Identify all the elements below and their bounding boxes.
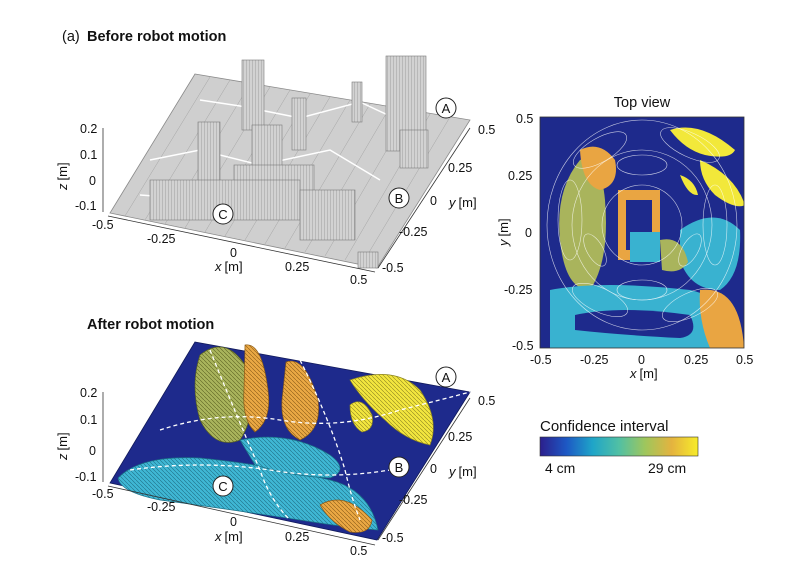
top-view-y-tick-3: -0.25 xyxy=(504,283,533,297)
before-z-unit: [m] xyxy=(55,162,70,180)
colorbar-max-label: 29 cm xyxy=(648,460,686,476)
after-y-tick-3: -0.25 xyxy=(399,493,428,507)
before-marker-b-label: B xyxy=(395,191,404,206)
after-panel: After robot motion 0.2 0.1 0 -0.1 xyxy=(55,317,495,558)
after-z-tick-1: 0.1 xyxy=(80,413,97,427)
before-marker-c-label: C xyxy=(218,207,227,222)
after-marker-c: C xyxy=(212,475,234,497)
top-view-y-tick-2: 0 xyxy=(525,226,532,240)
before-y-tick-1: 0.25 xyxy=(448,161,472,175)
top-view-panel: Top view xyxy=(496,95,753,381)
top-view-x-unit: [m] xyxy=(640,366,658,381)
after-x-axis: -0.5 -0.25 0 0.25 0.5 x [m] xyxy=(92,485,376,558)
top-view-y-tick-1: 0.25 xyxy=(508,169,532,183)
top-view-y-unit: [m] xyxy=(496,218,511,236)
before-y-axis: 0.5 0.25 0 -0.25 -0.5 y [m] xyxy=(377,123,495,275)
after-marker-b: B xyxy=(388,456,410,478)
top-view-y-tick-4: -0.5 xyxy=(512,339,534,353)
after-y-tick-0: 0.5 xyxy=(478,394,495,408)
after-x-tick-4: 0.5 xyxy=(350,544,367,558)
before-obstacles xyxy=(149,55,429,269)
before-z-tick-2: 0 xyxy=(89,174,96,188)
after-marker-a: A xyxy=(435,366,457,388)
colorbar-min-label: 4 cm xyxy=(545,460,575,476)
top-view-x-tick-1: -0.25 xyxy=(580,353,609,367)
svg-text:z[m]: z [m] xyxy=(55,162,70,191)
before-z-label: z xyxy=(55,183,70,191)
after-y-tick-1: 0.25 xyxy=(448,430,472,444)
after-z-tick-2: 0 xyxy=(89,444,96,458)
colorbar-gradient xyxy=(539,436,699,457)
top-view-x-tick-3: 0.25 xyxy=(684,353,708,367)
after-x-tick-0: -0.5 xyxy=(92,487,114,501)
before-y-tick-4: -0.5 xyxy=(382,261,404,275)
before-x-unit: [m] xyxy=(225,259,243,274)
top-view-x-axis: -0.5 -0.25 0 0.25 0.5 x [m] xyxy=(530,353,753,381)
before-y-label: y xyxy=(448,195,457,210)
before-y-tick-3: -0.25 xyxy=(399,225,428,239)
colorbar: Confidence interval 4 cm 29 cm xyxy=(539,418,699,476)
after-y-axis: 0.5 0.25 0 -0.25 -0.5 y [m] xyxy=(377,394,495,545)
before-y-unit: [m] xyxy=(459,195,477,210)
before-marker-a-label: A xyxy=(442,101,451,116)
before-z-tick-1: 0.1 xyxy=(80,148,97,162)
before-x-tick-3: 0.25 xyxy=(285,260,309,274)
svg-text:y[m]: y[m] xyxy=(448,464,477,479)
after-x-tick-2: 0 xyxy=(230,515,237,529)
panel-a-tag: (a) xyxy=(62,29,80,45)
before-y-tick-2: 0 xyxy=(430,194,437,208)
before-z-axis: 0.2 0.1 0 -0.1 z [m] xyxy=(55,122,104,213)
before-y-tick-0: 0.5 xyxy=(478,123,495,137)
before-marker-c: C xyxy=(212,203,234,225)
after-surface-regions xyxy=(117,344,434,533)
before-marker-b: B xyxy=(388,187,410,209)
top-view-y-axis: 0.5 0.25 0 -0.25 -0.5 y [m] xyxy=(496,112,534,353)
after-trajectory-lines xyxy=(129,349,471,521)
svg-text:y[m]: y [m] xyxy=(496,218,511,247)
top-view-regions xyxy=(546,119,744,348)
after-y-tick-4: -0.5 xyxy=(382,531,404,545)
after-marker-c-label: C xyxy=(218,479,227,494)
top-view-y-label: y xyxy=(496,238,511,247)
before-title: Before robot motion xyxy=(87,29,226,45)
after-x-tick-3: 0.25 xyxy=(285,530,309,544)
after-z-axis: 0.2 0.1 0 -0.1 z [m] xyxy=(55,386,104,484)
after-z-unit: [m] xyxy=(55,432,70,450)
before-x-label: x xyxy=(214,259,222,274)
before-x-tick-4: 0.5 xyxy=(350,273,367,287)
top-view-x-tick-2: 0 xyxy=(638,353,645,367)
after-z-tick-3: -0.1 xyxy=(75,470,97,484)
top-view-x-tick-4: 0.5 xyxy=(736,353,753,367)
after-x-label: x xyxy=(214,529,222,544)
svg-text:y[m]: y[m] xyxy=(448,195,477,210)
svg-text:x[m]: x [m] xyxy=(629,366,658,381)
top-view-x-label: x xyxy=(629,366,637,381)
top-view-y-tick-0: 0.5 xyxy=(516,112,533,126)
after-z-label: z xyxy=(55,453,70,461)
after-z-tick-0: 0.2 xyxy=(80,386,97,400)
before-panel: (a) Before robot motion xyxy=(55,29,495,287)
before-z-tick-3: -0.1 xyxy=(75,199,97,213)
after-title: After robot motion xyxy=(87,317,214,333)
before-x-axis: -0.5 -0.25 0 0.25 0.5 x [m] xyxy=(92,215,376,287)
svg-text:x[m]: x [m] xyxy=(214,529,243,544)
top-view-x-tick-0: -0.5 xyxy=(530,353,552,367)
after-y-label: y xyxy=(448,464,457,479)
svg-text:z[m]: z [m] xyxy=(55,432,70,461)
after-x-unit: [m] xyxy=(225,529,243,544)
top-view-title: Top view xyxy=(614,95,671,111)
before-x-tick-2: 0 xyxy=(230,246,237,260)
before-x-tick-0: -0.5 xyxy=(92,218,114,232)
after-y-tick-2: 0 xyxy=(430,462,437,476)
after-y-unit: [m] xyxy=(459,464,477,479)
after-x-tick-1: -0.25 xyxy=(147,500,176,514)
after-marker-b-label: B xyxy=(395,460,404,475)
before-x-tick-1: -0.25 xyxy=(147,232,176,246)
before-marker-a: A xyxy=(435,97,457,119)
after-marker-a-label: A xyxy=(442,370,451,385)
before-z-tick-0: 0.2 xyxy=(80,122,97,136)
svg-text:x[m]: x [m] xyxy=(214,259,243,274)
colorbar-title: Confidence interval xyxy=(540,418,668,435)
